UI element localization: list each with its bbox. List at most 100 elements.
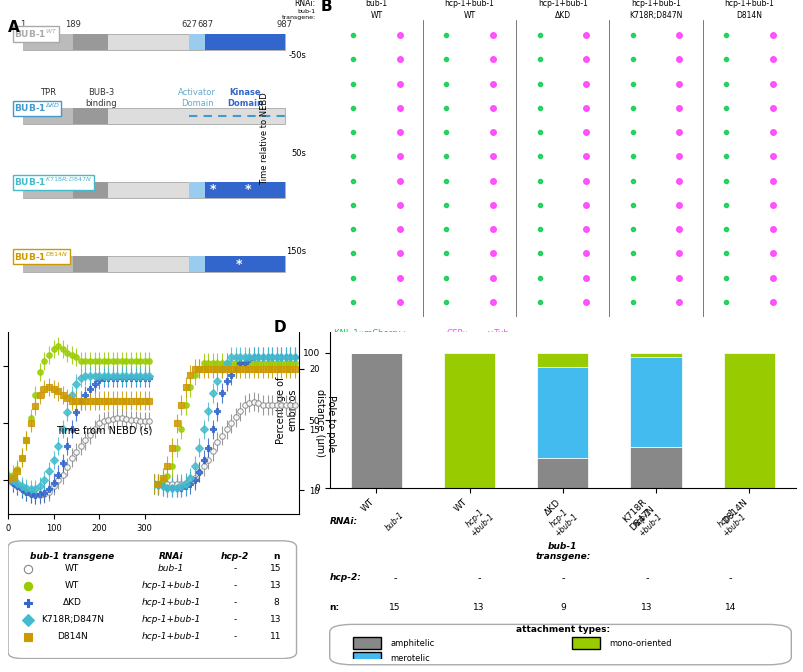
Text: hcp-1+bub-1: hcp-1+bub-1 xyxy=(141,632,201,641)
Bar xyxy=(536,458,588,488)
Text: 9: 9 xyxy=(559,603,565,612)
Text: -: - xyxy=(728,573,732,583)
Text: hcp-1+bub-1: hcp-1+bub-1 xyxy=(141,598,201,607)
Text: 8: 8 xyxy=(273,598,279,607)
FancyBboxPatch shape xyxy=(572,637,599,649)
Bar xyxy=(723,353,774,488)
Text: -: - xyxy=(560,573,564,583)
Text: -: - xyxy=(234,581,237,590)
Text: n:: n: xyxy=(329,603,340,612)
FancyBboxPatch shape xyxy=(22,108,73,124)
Text: BUB-3
binding: BUB-3 binding xyxy=(85,89,116,108)
Text: D814N: D814N xyxy=(57,632,88,641)
Text: *: * xyxy=(235,257,242,271)
Text: hcp-1+bub-1: hcp-1+bub-1 xyxy=(141,581,201,590)
Text: 13: 13 xyxy=(270,615,282,624)
Text: 189: 189 xyxy=(65,20,80,29)
Text: 13: 13 xyxy=(640,603,652,612)
Text: 15: 15 xyxy=(270,564,282,573)
Text: hcp-2:: hcp-2: xyxy=(329,573,361,582)
Text: bub-1: bub-1 xyxy=(365,0,387,8)
Bar xyxy=(350,353,402,488)
Text: -50s: -50s xyxy=(288,51,306,60)
Text: -: - xyxy=(477,573,480,583)
Text: hcp-1+bub-1: hcp-1+bub-1 xyxy=(537,0,587,8)
Text: hcp-1+bub-1: hcp-1+bub-1 xyxy=(444,0,494,8)
Text: WT: WT xyxy=(65,564,79,573)
Text: 14: 14 xyxy=(724,603,736,612)
Text: 11: 11 xyxy=(270,632,282,641)
Text: K718R;D847N: K718R;D847N xyxy=(629,11,682,20)
FancyBboxPatch shape xyxy=(329,624,790,665)
Text: 13: 13 xyxy=(270,581,282,590)
FancyBboxPatch shape xyxy=(22,34,73,50)
Text: Activator
Domain: Activator Domain xyxy=(178,89,216,108)
Bar xyxy=(536,368,588,458)
Text: hcp-1
+bub-1: hcp-1 +bub-1 xyxy=(629,505,663,539)
Text: attachment types:: attachment types: xyxy=(516,624,609,634)
Text: hcp-1+bub-1: hcp-1+bub-1 xyxy=(724,0,773,8)
Text: amphitelic: amphitelic xyxy=(390,638,434,648)
Text: hcp-1
+bub-1: hcp-1 +bub-1 xyxy=(713,505,747,539)
Text: TPR: TPR xyxy=(39,89,55,97)
FancyBboxPatch shape xyxy=(189,256,205,272)
FancyBboxPatch shape xyxy=(73,34,108,50)
Text: -: - xyxy=(234,564,237,573)
FancyBboxPatch shape xyxy=(189,182,205,198)
Text: bub-1
transgene:: bub-1 transgene: xyxy=(281,9,316,20)
FancyBboxPatch shape xyxy=(22,256,73,272)
Text: KNL-1::mCherry ;: KNL-1::mCherry ; xyxy=(334,329,409,337)
Text: *: * xyxy=(210,183,216,196)
Text: 50s: 50s xyxy=(291,149,306,158)
Text: merotelic: merotelic xyxy=(390,654,430,663)
Text: 15: 15 xyxy=(389,603,400,612)
FancyBboxPatch shape xyxy=(8,541,296,659)
Text: RNAi:: RNAi: xyxy=(329,517,357,526)
FancyBboxPatch shape xyxy=(205,256,284,272)
Text: bub-1
transgene:: bub-1 transgene: xyxy=(535,542,589,561)
Text: 627: 627 xyxy=(181,20,197,29)
Bar xyxy=(630,357,681,447)
Text: 987: 987 xyxy=(276,20,292,29)
Text: hcp-2: hcp-2 xyxy=(221,552,249,560)
Text: Kinase
Domain: Kinase Domain xyxy=(226,89,263,108)
FancyBboxPatch shape xyxy=(22,256,284,272)
FancyBboxPatch shape xyxy=(353,637,381,649)
Text: WT: WT xyxy=(463,11,475,20)
FancyBboxPatch shape xyxy=(73,182,108,198)
FancyBboxPatch shape xyxy=(353,653,381,665)
Bar xyxy=(630,447,681,488)
Text: hcp-1
+bub-1: hcp-1 +bub-1 xyxy=(462,505,495,539)
Bar xyxy=(536,353,588,368)
Text: bub-1: bub-1 xyxy=(384,511,406,533)
Text: RNAi: RNAi xyxy=(159,552,183,560)
Text: WT: WT xyxy=(370,11,382,20)
Text: bub-1: bub-1 xyxy=(158,564,184,573)
Text: Time relative to NEBD: Time relative to NEBD xyxy=(259,93,269,185)
Text: BUB-1$^{WT}$: BUB-1$^{WT}$ xyxy=(14,28,58,40)
FancyBboxPatch shape xyxy=(22,34,284,50)
Text: -: - xyxy=(234,615,237,624)
FancyBboxPatch shape xyxy=(189,34,205,50)
Text: mono-oriented: mono-oriented xyxy=(609,638,671,648)
Text: Time from NEBD (s): Time from NEBD (s) xyxy=(56,425,153,435)
Text: D814N: D814N xyxy=(736,11,761,20)
Text: BUB-1$^{D814N}$: BUB-1$^{D814N}$ xyxy=(14,250,68,263)
Text: D: D xyxy=(274,320,286,335)
Text: 687: 687 xyxy=(197,20,213,29)
Text: WT: WT xyxy=(65,581,79,590)
Text: -: - xyxy=(234,598,237,607)
Text: 1: 1 xyxy=(20,20,26,29)
Text: BUB-1$^{\Delta KD}$: BUB-1$^{\Delta KD}$ xyxy=(14,102,60,114)
Bar xyxy=(443,353,495,488)
Text: hcp-1
+bub-1: hcp-1 +bub-1 xyxy=(545,505,579,539)
Text: -: - xyxy=(644,573,648,583)
Text: *: * xyxy=(244,183,251,196)
Text: GFP::: GFP:: xyxy=(446,329,467,337)
Text: hcp-1+bub-1: hcp-1+bub-1 xyxy=(141,615,201,624)
FancyBboxPatch shape xyxy=(22,182,73,198)
FancyBboxPatch shape xyxy=(205,34,284,50)
Text: ΔKD: ΔKD xyxy=(554,11,570,20)
Text: RNAi:: RNAi: xyxy=(294,0,316,8)
Y-axis label: Pole to pole
distance (μm): Pole to pole distance (μm) xyxy=(314,389,336,458)
